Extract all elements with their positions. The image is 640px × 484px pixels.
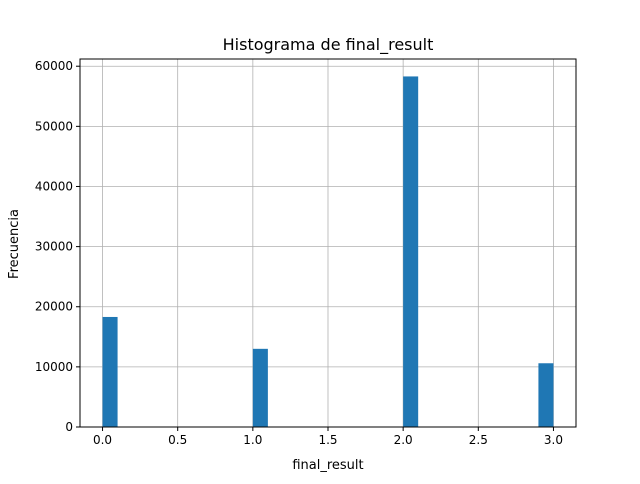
y-axis-label: Frecuencia xyxy=(7,209,22,279)
x-tick-label: 2.0 xyxy=(394,433,413,447)
x-tick-label: 1.0 xyxy=(243,433,262,447)
histogram-bar xyxy=(252,348,268,427)
y-tick-label: 50000 xyxy=(35,119,73,133)
histogram-bar xyxy=(538,363,554,427)
bars xyxy=(102,76,554,427)
x-tick-label: 0.0 xyxy=(93,433,112,447)
x-axis-label: final_result xyxy=(292,458,363,473)
x-tick-label: 1.5 xyxy=(318,433,337,447)
chart-title: Histograma de final_result xyxy=(223,35,434,55)
y-tick-label: 30000 xyxy=(35,240,73,254)
y-tick-label: 20000 xyxy=(35,300,73,314)
y-tick-label: 0 xyxy=(65,420,73,434)
y-tick-label: 40000 xyxy=(35,179,73,193)
histogram-bar xyxy=(102,316,118,427)
y-tick-label: 10000 xyxy=(35,360,73,374)
histogram-bar xyxy=(403,76,419,427)
x-tick-label: 2.5 xyxy=(469,433,488,447)
ticks: 0.0 0.5 1.0 1.5 2.0 2.5 3.0 0 10000 20000 30000 400… xyxy=(35,59,563,447)
y-tick-label: 60000 xyxy=(35,59,73,73)
x-tick-label: 3.0 xyxy=(544,433,563,447)
x-tick-label: 0.5 xyxy=(168,433,187,447)
